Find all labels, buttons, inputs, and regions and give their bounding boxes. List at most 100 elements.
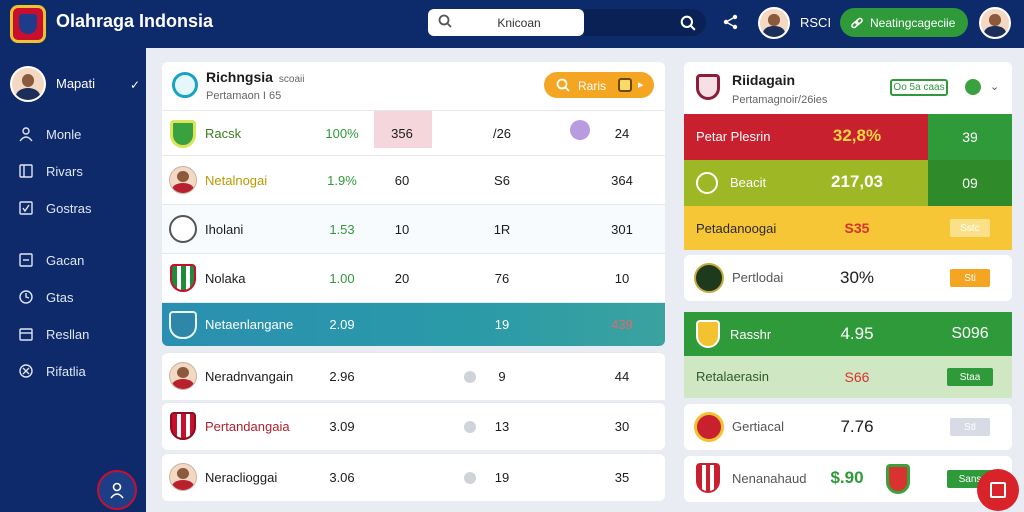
stat-cell: 19	[494, 470, 510, 485]
odds-value: 32,8%	[832, 126, 882, 145]
stat-cell: 30	[614, 419, 630, 434]
search-icon	[438, 14, 452, 28]
search-input[interactable]	[464, 13, 574, 32]
stat-cell: 2.96	[329, 369, 355, 384]
odds-end-value: 39	[928, 114, 1012, 160]
table-row-highlighted[interactable]: Netaenlangane 2.09 19 439	[162, 302, 665, 346]
odds-value: 4.95	[840, 324, 874, 343]
top-action-button[interactable]: Neatingcageciie	[840, 8, 968, 37]
odds-label: Nenanahaud	[732, 471, 807, 486]
table-row[interactable]: Racsk 100% 356 /26 24	[162, 110, 665, 155]
stat-cell: 301	[611, 222, 633, 237]
timer-icon	[696, 172, 718, 194]
document-icon	[18, 252, 34, 268]
table-row[interactable]: Neradnvangain 2.96 9 44	[162, 352, 665, 400]
sidebar-item-label: Monle	[46, 126, 82, 142]
stat-cell: 76	[494, 271, 510, 286]
team-logo-icon	[886, 464, 910, 494]
table-row[interactable]: Netalnogai 1.9% 60 S6 364	[162, 155, 665, 204]
odds-chip[interactable]: Sstc	[950, 219, 990, 237]
stat-cell: 44	[614, 369, 630, 384]
check-square-icon	[18, 200, 34, 216]
team-name: Neradnvangain	[205, 369, 294, 384]
odds-row[interactable]: Rasshr 4.95 S096	[684, 312, 1012, 356]
user-fab-button[interactable]	[97, 470, 137, 510]
sidebar-item-gostras[interactable]: Gostras	[18, 198, 92, 218]
odds-row[interactable]: Retalaerasin S66 Staa	[684, 356, 1012, 398]
stat-cell: 60	[394, 173, 410, 188]
table-row[interactable]: Nolaka 1.00 20 76 10	[162, 253, 665, 302]
team-name: Iholani	[205, 222, 244, 237]
stat-cell: 9	[498, 369, 506, 384]
user-avatar[interactable]	[758, 7, 790, 39]
table-row[interactable]: Neraclioggai 3.06 19 35	[162, 453, 665, 501]
share-icon[interactable]	[722, 13, 740, 31]
sidebar-item-monle[interactable]: Monle	[18, 124, 81, 144]
odds-panel-subtitle: Pertamagnoir/26ies	[732, 94, 828, 106]
stat-cell: 1.00	[329, 271, 355, 286]
chevron-right-icon: ▸	[638, 79, 644, 91]
profile-avatar[interactable]	[979, 7, 1011, 39]
calendar-icon	[18, 326, 34, 342]
team-name: Neraclioggai	[205, 470, 278, 485]
calendar-icon	[618, 78, 632, 92]
panel-title-text: Richngsia	[206, 69, 273, 85]
sidebar-user-name: Mapati	[56, 76, 96, 91]
sidebar-user-avatar[interactable]	[10, 66, 46, 102]
stat-cell: 364	[611, 173, 633, 188]
table-row[interactable]: Iholani 1.53 10 1R 301	[162, 204, 665, 253]
stat-cell: 439	[611, 317, 633, 332]
odds-row[interactable]: Gertiacal 7.76 Stl	[684, 404, 1012, 450]
odds-chip[interactable]: Staa	[947, 368, 993, 386]
odds-label: Retalaerasin	[696, 369, 769, 384]
odds-end-value: 09	[928, 160, 1012, 206]
search-submit[interactable]	[584, 9, 706, 36]
stat-cell: 35	[614, 470, 630, 485]
sidebar-item-label: Gostras	[46, 200, 92, 216]
odds-row[interactable]: Pertlodai 30% Sti	[684, 255, 1012, 301]
panel-title-small: scoaii	[278, 74, 305, 85]
odds-label: Petadanoogai	[696, 221, 777, 236]
stat-cell: 10	[614, 271, 630, 286]
odds-row[interactable]: Nenanahaud $.90 Sans	[684, 456, 1012, 502]
odds-row[interactable]: Petar Plesrin 32,8% 39	[684, 114, 1012, 160]
search-box[interactable]	[428, 9, 584, 36]
odds-chip[interactable]: Stl	[950, 418, 990, 436]
stat-cell: 10	[394, 222, 410, 237]
sidebar-item-resllan[interactable]: Resllan	[18, 324, 89, 344]
status-dot-icon	[464, 421, 476, 433]
clock-icon	[18, 289, 34, 305]
status-dot-icon	[464, 472, 476, 484]
stat-cell: 13	[494, 419, 510, 434]
odds-label: Beacit	[730, 175, 767, 190]
filter-pill[interactable]: Raris ▸	[544, 72, 654, 98]
odds-chip[interactable]: Sti	[950, 269, 990, 287]
stat-cell: S6	[494, 173, 510, 188]
app-logo[interactable]	[10, 5, 46, 43]
chevron-down-icon[interactable]: ✓	[130, 78, 141, 92]
sidebar-item-gtas[interactable]: Gtas	[18, 287, 73, 307]
top-user-name: RSCI	[800, 15, 832, 30]
sidebar-item-rifatlia[interactable]: Rifatlia	[18, 361, 86, 381]
stat-cell: 3.09	[329, 419, 355, 434]
sidebar-item-gacan[interactable]: Gacan	[18, 250, 84, 270]
sidebar-item-label: Gtas	[46, 289, 74, 305]
chevron-down-icon[interactable]: ⌄	[990, 81, 1000, 93]
standings-panel-header: Richngsia scoaii Pertamaon I 65 Raris ▸	[162, 62, 665, 110]
stat-cell: 2.09	[329, 317, 355, 332]
stat-cell: 19	[494, 317, 510, 332]
odds-row[interactable]: Petadanoogai S35 Sstc	[684, 206, 1012, 250]
search-icon	[556, 78, 570, 92]
odds-badge[interactable]: Oo 5a caas	[890, 79, 948, 96]
table-row[interactable]: Pertandangaia 3.09 13 30	[162, 402, 665, 450]
team-name: Netaenlangane	[205, 317, 294, 332]
sidebar-item-rivars[interactable]: Rivars	[18, 161, 83, 181]
status-icon[interactable]	[965, 79, 981, 95]
sidebar-item-label: Resllan	[46, 326, 90, 342]
top-action-label: Neatingcageciie	[870, 15, 956, 30]
odds-row[interactable]: Beacit 217,03 09	[684, 160, 1012, 206]
odds-value: S66	[844, 369, 870, 385]
team-crest-icon	[172, 72, 198, 98]
menu-fab-button[interactable]	[977, 469, 1019, 511]
stat-cell: 1R	[493, 222, 511, 237]
